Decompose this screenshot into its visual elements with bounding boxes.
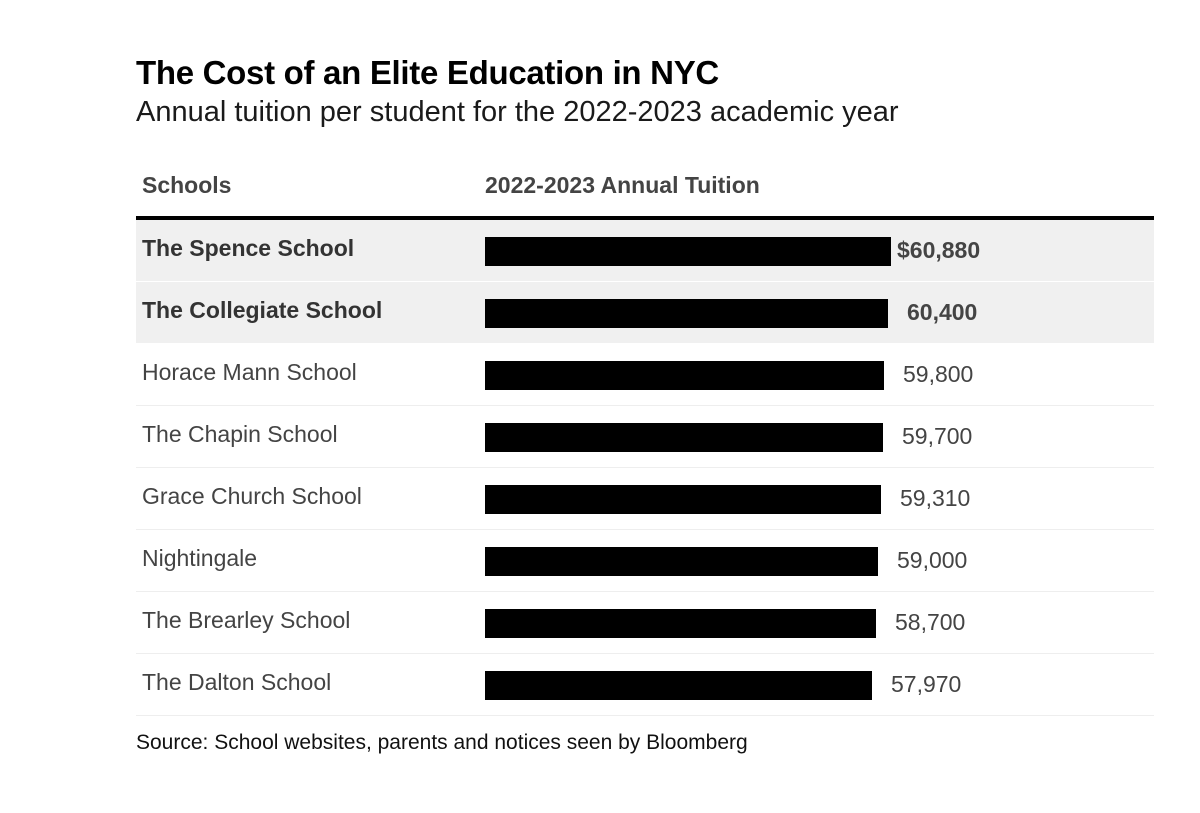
tuition-bar [485, 485, 881, 514]
table-row: The Spence School $60,880 [136, 220, 1154, 282]
tuition-bar [485, 237, 891, 266]
tuition-bar [485, 423, 883, 452]
table-row: Nightingale 59,000 [136, 530, 1154, 592]
tuition-value-label: 59,310 [900, 485, 971, 511]
table-header: Schools 2022-2023 Annual Tuition [136, 170, 1154, 220]
school-name: The Brearley School [142, 607, 351, 633]
source-note: Source: School websites, parents and not… [136, 731, 748, 754]
tuition-value-label: $60,880 [897, 237, 981, 263]
table-row: The Dalton School 57,970 [136, 654, 1154, 716]
table-row: The Collegiate School 60,400 [136, 282, 1154, 344]
table-row: The Chapin School 59,700 [136, 406, 1154, 468]
table-row: Grace Church School 59,310 [136, 468, 1154, 530]
tuition-value-label: 59,700 [902, 423, 973, 449]
school-name: Grace Church School [142, 483, 362, 509]
school-name: Horace Mann School [142, 359, 357, 385]
tuition-value-label: 59,000 [897, 547, 968, 573]
table-row: The Brearley School 58,700 [136, 592, 1154, 654]
table-body: The Spence School $60,880 The Collegiate S… [136, 220, 1154, 716]
tuition-value-label: 57,970 [891, 671, 962, 697]
column-header-tuition: 2022-2023 Annual Tuition [485, 172, 760, 198]
tuition-bar [485, 547, 878, 576]
tuition-value-label: 59,800 [903, 361, 974, 387]
chart-title: The Cost of an Elite Education in NYC [136, 54, 719, 91]
tuition-bar [485, 361, 884, 390]
school-name: The Collegiate School [142, 297, 383, 323]
tuition-value-label: 58,700 [895, 609, 966, 635]
tuition-bar [485, 609, 876, 638]
school-name: Nightingale [142, 545, 258, 571]
school-name: The Spence School [142, 235, 355, 261]
school-name: The Chapin School [142, 421, 338, 447]
tuition-bar [485, 299, 888, 328]
tuition-bar [485, 671, 872, 700]
table-row: Horace Mann School 59,800 [136, 344, 1154, 406]
column-header-schools: Schools [142, 172, 232, 198]
tuition-value-label: 60,400 [907, 299, 978, 325]
school-name: The Dalton School [142, 669, 332, 695]
chart-subtitle: Annual tuition per student for the 2022-… [136, 96, 899, 128]
